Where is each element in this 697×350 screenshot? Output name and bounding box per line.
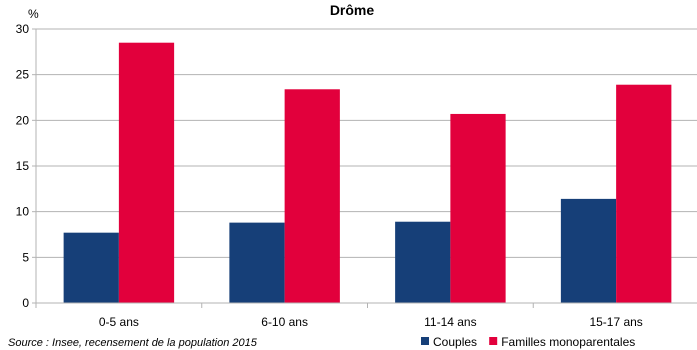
bar-familles-monoparentales-15-17-ans (616, 84, 672, 303)
y-axis-unit-label: % (28, 7, 39, 21)
legend-label: Familles monoparentales (501, 335, 635, 349)
x-tick-label: 15-17 ans (589, 315, 642, 329)
y-tick-label: 10 (16, 205, 30, 219)
y-tick-label: 30 (16, 22, 30, 36)
bar-familles-monoparentales-11-14-ans (450, 113, 506, 303)
bar-couples-15-17-ans (560, 198, 617, 303)
bar-familles-monoparentales-6-10-ans (284, 89, 340, 303)
x-tick-label: 0-5 ans (99, 315, 139, 329)
chart-title: Drôme (330, 2, 375, 18)
axes (32, 28, 697, 308)
legend: Couples Familles monoparentales (421, 335, 635, 349)
bars-group (63, 42, 672, 303)
source-note: Source : Insee, recensement de la popula… (8, 337, 258, 349)
bar-familles-monoparentales-0-5-ans (118, 42, 175, 303)
x-tick-labels: 0-5 ans 6-10 ans 11-14 ans 15-17 ans (99, 315, 643, 329)
x-tick-label: 11-14 ans (424, 315, 476, 329)
legend-swatch (489, 337, 498, 345)
y-tick-label: 5 (22, 250, 29, 264)
y-tick-label: 15 (16, 159, 30, 173)
bar-couples-0-5-ans (63, 232, 119, 303)
y-tick-label: 0 (22, 296, 29, 310)
y-tick-labels: 0 5 10 15 20 25 30 (16, 22, 30, 310)
legend-swatch (421, 337, 429, 345)
y-tick-label: 25 (16, 68, 30, 82)
bar-couples-6-10-ans (229, 222, 285, 303)
bar-couples-11-14-ans (395, 221, 451, 303)
legend-label: Couples (433, 335, 477, 349)
y-tick-label: 20 (16, 113, 30, 127)
x-tick-label: 6-10 ans (261, 315, 308, 329)
